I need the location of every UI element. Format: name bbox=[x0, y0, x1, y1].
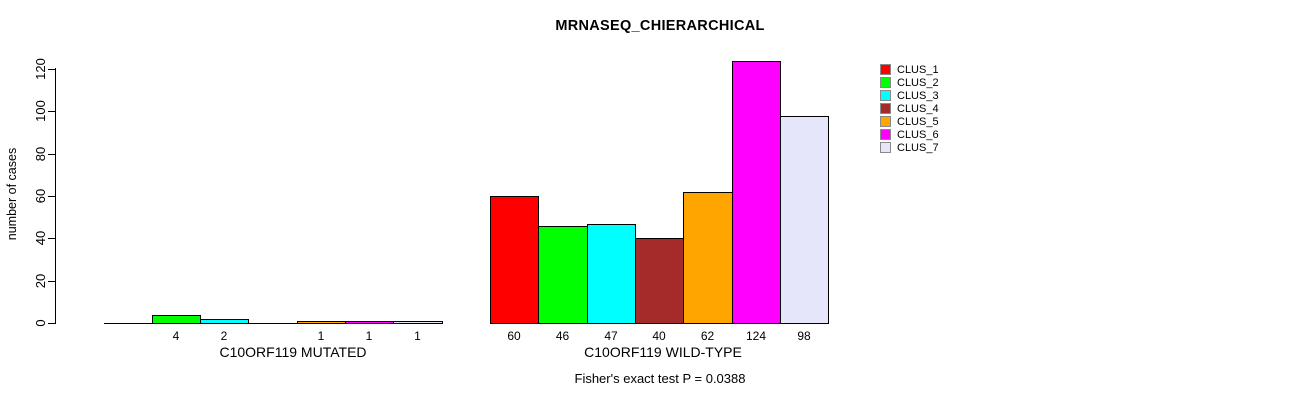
y-tick-mark bbox=[48, 196, 55, 197]
bar-clus_2-group2 bbox=[538, 226, 588, 324]
group-x-axis-label: C10ORF119 MUTATED bbox=[219, 344, 367, 360]
bar-clus_7-group2 bbox=[780, 116, 829, 324]
x-axis-baseline bbox=[104, 323, 442, 324]
bar-value-label: 4 bbox=[172, 329, 180, 343]
y-tick-label: 80 bbox=[33, 146, 48, 162]
bar-clus_6-group2 bbox=[732, 61, 781, 324]
legend-swatch-icon bbox=[880, 90, 891, 101]
legend-swatch-icon bbox=[880, 142, 891, 153]
legend-swatch-icon bbox=[880, 77, 891, 88]
legend-label: CLUS_2 bbox=[897, 77, 939, 89]
y-tick-label: 120 bbox=[33, 58, 48, 80]
bar-value-label: 60 bbox=[507, 329, 521, 343]
y-tick-label: 60 bbox=[33, 188, 48, 204]
bar-value-label: 47 bbox=[604, 329, 618, 343]
bar-value-label: 46 bbox=[555, 329, 570, 343]
y-tick-label: 20 bbox=[33, 273, 48, 289]
bar-clus_4-group2 bbox=[635, 238, 684, 324]
y-tick-mark bbox=[48, 111, 55, 112]
bar-clus_1-group2 bbox=[490, 196, 539, 324]
legend-swatch-icon bbox=[880, 129, 891, 140]
legend-label: CLUS_4 bbox=[897, 103, 939, 115]
bar-clus_3-group1 bbox=[200, 319, 249, 324]
legend-swatch-icon bbox=[880, 116, 891, 127]
bar-value-label: 1 bbox=[317, 329, 325, 343]
group-x-axis-label: C10ORF119 WILD-TYPE bbox=[584, 344, 742, 360]
y-tick-label: 0 bbox=[33, 319, 48, 327]
bar-value-label: 2 bbox=[220, 329, 228, 343]
y-tick-label: 100 bbox=[33, 100, 48, 122]
y-tick-mark bbox=[48, 238, 55, 239]
legend-label: CLUS_6 bbox=[897, 129, 939, 141]
bar-value-label: 1 bbox=[414, 329, 421, 343]
bar-value-label: 98 bbox=[797, 329, 811, 343]
legend-label: CLUS_7 bbox=[897, 142, 939, 154]
bar-clus_5-group1 bbox=[297, 321, 346, 324]
y-axis bbox=[55, 68, 56, 324]
bar-value-label: 124 bbox=[745, 329, 767, 343]
bar-clus_3-group2 bbox=[587, 224, 636, 324]
bar-value-label: 1 bbox=[365, 329, 373, 343]
legend-label: CLUS_3 bbox=[897, 90, 939, 102]
y-tick-label: 40 bbox=[33, 230, 48, 246]
bar-clus_6-group1 bbox=[345, 321, 394, 324]
legend-label: CLUS_1 bbox=[897, 64, 939, 76]
bar-value-label: 62 bbox=[700, 329, 715, 343]
bar-clus_7-group1 bbox=[393, 321, 443, 324]
bar-clus_5-group2 bbox=[683, 192, 733, 324]
y-tick-mark bbox=[48, 69, 55, 70]
bar-clus_2-group1 bbox=[152, 315, 201, 324]
y-tick-mark bbox=[48, 154, 55, 155]
y-axis-label: number of cases bbox=[5, 147, 19, 241]
chart-title: MRNASEQ_CHIERARCHICAL bbox=[555, 18, 765, 34]
y-tick-mark bbox=[48, 281, 55, 282]
bar-value-label: 40 bbox=[652, 329, 666, 343]
y-tick-mark bbox=[48, 323, 55, 324]
legend-swatch-icon bbox=[880, 103, 891, 114]
fisher-test-annotation: Fisher's exact test P = 0.0388 bbox=[574, 371, 746, 386]
legend-label: CLUS_5 bbox=[897, 116, 939, 128]
legend-swatch-icon bbox=[880, 64, 891, 75]
